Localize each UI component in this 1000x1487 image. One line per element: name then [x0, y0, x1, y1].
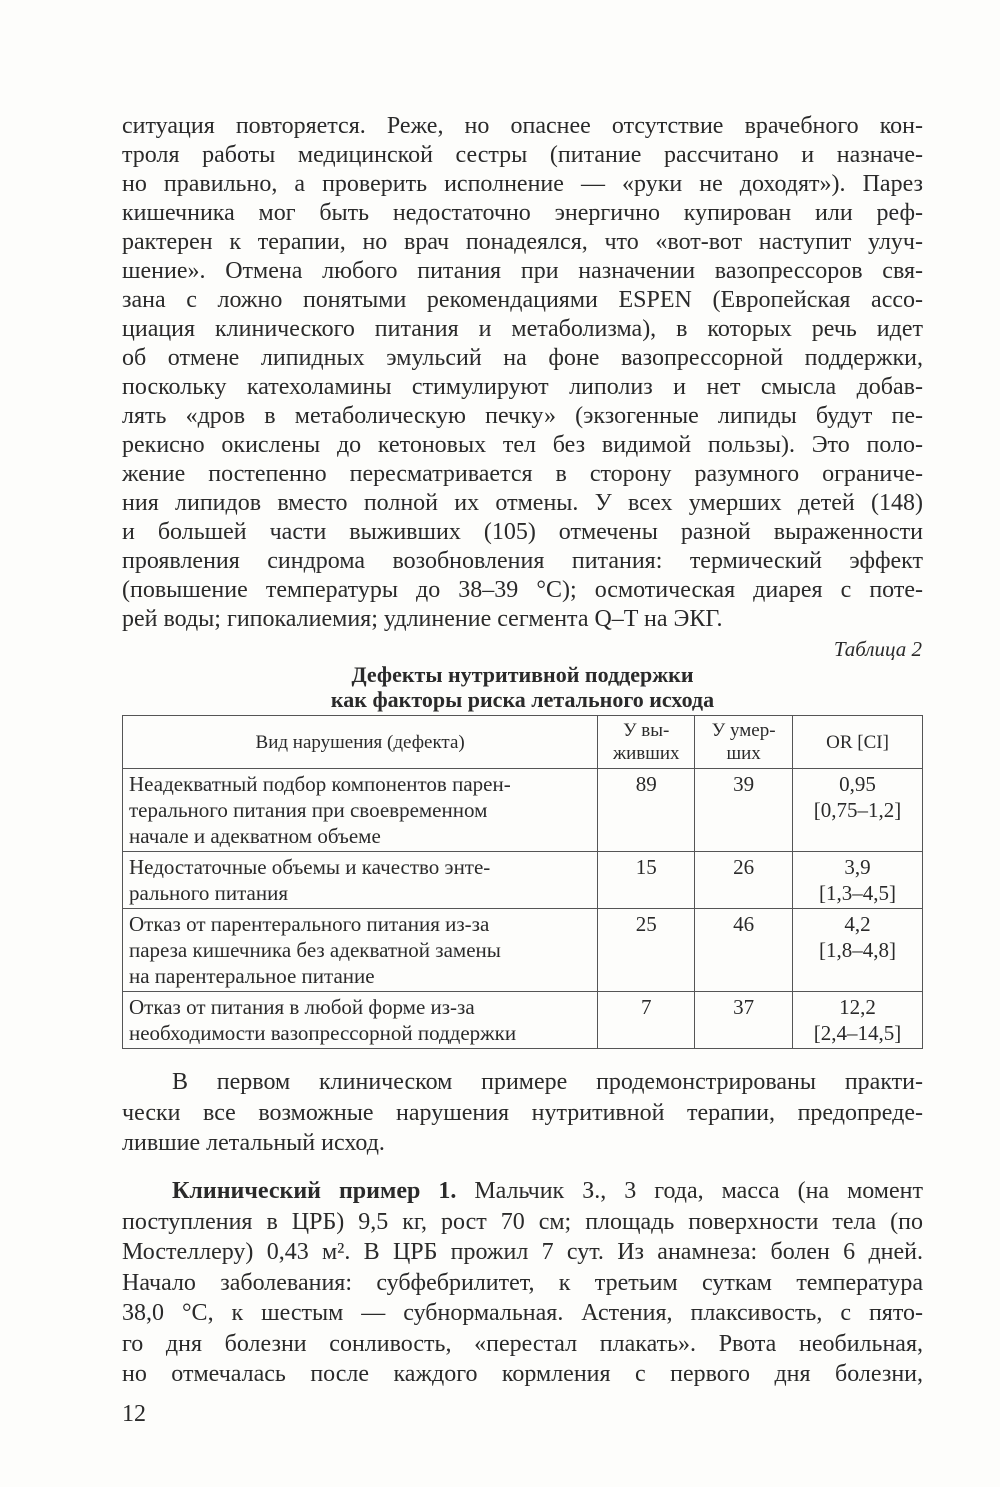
paragraph-1: ситуация повторяется. Реже, но опаснее о…: [122, 112, 923, 634]
cell-or: 4,2 [1,8–4,8]: [792, 908, 923, 992]
text-line: го дня болезни сонливость, «перестал пла…: [122, 1330, 923, 1357]
cell-line: терального питания при своевременном: [129, 798, 488, 822]
ci-value: [1,8–4,8]: [819, 938, 897, 962]
cell-line: Недостаточные объемы и качество энте-: [129, 855, 491, 879]
text-line: ния липидов вместо полной их отмены. У в…: [122, 490, 923, 516]
text-line: Начало заболевания: субфебрилитет, к тре…: [122, 1269, 923, 1296]
paragraph-2: В первом клиническом примере продемонстр…: [122, 1067, 923, 1159]
text-line: и большей части выживших (105) отмечены …: [122, 519, 923, 545]
page-number: 12: [122, 1401, 146, 1427]
text-line: 38,0 °С, к шестым — субнормальная. Астен…: [122, 1300, 923, 1326]
text-line: ситуация повторяется. Реже, но опаснее о…: [122, 113, 923, 139]
table-title-line: Дефекты нутритивной поддержки: [351, 662, 694, 687]
text-line: но правильно, а проверить исполнение — «…: [122, 171, 923, 197]
cell-line: рального питания: [129, 881, 289, 905]
table-row: Отказ от питания в любой форме из-за необ…: [121, 991, 923, 1049]
text-line: троля работы медицинской сестры (питание…: [122, 142, 923, 168]
ci-value: [0,75–1,2]: [813, 798, 902, 822]
cell-died: 39: [694, 768, 794, 852]
text-line: поскольку катехоламины стимулируют липол…: [122, 374, 923, 400]
cell-or: 0,95 [0,75–1,2]: [792, 768, 923, 852]
or-value: 3,9: [844, 855, 871, 879]
text-line: жение постепенно пересматривается в стор…: [122, 461, 923, 487]
header-survived: У вы-живших: [597, 715, 696, 769]
text-line: но отмечалась после каждого кормления с …: [122, 1361, 923, 1387]
table-row: Неадекватный подбор компонентов парен-те…: [121, 768, 923, 852]
header-or: OR [CI]: [792, 715, 923, 769]
data-table: Вид нарушения (дефекта) У вы-живших У ум…: [121, 715, 923, 1049]
cell-defect: Недостаточные объемы и качество энте-рал…: [121, 851, 599, 909]
cell-or: 3,9 [1,3–4,5]: [792, 851, 923, 909]
text-line: лившие летальный исход.: [122, 1130, 385, 1156]
cell-survived: 89: [597, 768, 696, 852]
cell-line: начале и адекватном объеме: [129, 824, 381, 848]
text-run: Мальчик З., 3 года, масса (на момент: [456, 1178, 923, 1204]
cell-survived: 7: [597, 991, 696, 1049]
table-caption: Таблица 2: [833, 637, 922, 661]
header-died: У умер-ших: [694, 715, 794, 769]
cell-line: Отказ от питания в любой форме из-за: [129, 995, 475, 1019]
header-text: ших: [726, 743, 761, 764]
text-line: Клинический пример 1. Мальчик З., 3 года…: [122, 1176, 923, 1207]
text-line: циация клинического питания и метаболизм…: [122, 316, 923, 342]
cell-survived: 25: [597, 908, 696, 992]
text-line: Мостеллеру) 0,43 м². В ЦРБ прожил 7 сут.…: [122, 1239, 923, 1265]
cell-defect: Отказ от парентерального питания из-за па…: [121, 908, 599, 992]
ci-value: [1,3–4,5]: [819, 881, 897, 905]
clinical-example-heading: Клинический пример 1.: [172, 1178, 457, 1204]
cell-died: 37: [694, 991, 794, 1049]
text-line: чески все возможные нарушения нутритивно…: [122, 1099, 923, 1126]
text-line: поступления в ЦРБ) 9,5 кг, рост 70 см; п…: [122, 1208, 923, 1235]
text-line: лять «дров в метаболическую печку» (экзо…: [122, 403, 923, 429]
text-line: шение». Отмена любого питания при назнач…: [122, 258, 923, 284]
text-line: зана с ложно понятыми рекомендациями ESP…: [122, 287, 923, 313]
text-line: кишечника мог быть недостаточно энергичн…: [122, 200, 923, 226]
cell-line: Неадекватный подбор компонентов парен-: [129, 772, 511, 796]
or-value: 0,95: [839, 772, 876, 796]
text-line: (повышение температуры до 38–39 °С); осм…: [122, 577, 923, 603]
cell-or: 12,2 [2,4–14,5]: [792, 991, 923, 1049]
cell-defect: Неадекватный подбор компонентов парен-те…: [121, 768, 599, 852]
cell-defect: Отказ от питания в любой форме из-за необ…: [121, 991, 599, 1049]
text-line: рекисно окислены до кетоновых тел без ви…: [122, 432, 923, 458]
table-title: Дефекты нутритивной поддержки как фактор…: [122, 662, 923, 712]
table-header-row: Вид нарушения (дефекта) У вы-живших У ум…: [121, 715, 923, 769]
cell-died: 26: [694, 851, 794, 909]
table-row: Недостаточные объемы и качество энте-рал…: [121, 851, 923, 909]
header-defect: Вид нарушения (дефекта): [121, 715, 599, 769]
text-line: рактерен к терапии, но врач понадеялся, …: [122, 229, 923, 255]
text-line: В первом клиническом примере продемонстр…: [172, 1069, 923, 1095]
text-line: об отмене липидных эмульсий на фоне вазо…: [122, 345, 923, 371]
ci-value: [2,4–14,5]: [813, 1021, 902, 1045]
or-value: 12,2: [839, 995, 876, 1019]
or-value: 4,2: [844, 912, 871, 936]
cell-line: на парентеральное питание: [129, 964, 375, 988]
cell-line: необходимости вазопрессорной поддержки: [129, 1021, 517, 1045]
text-line: проявления синдрома возобновления питани…: [122, 548, 923, 574]
cell-died: 46: [694, 908, 794, 992]
cell-survived: 15: [597, 851, 696, 909]
table-row: Отказ от парентерального питания из-за па…: [121, 908, 923, 992]
cell-line: Отказ от парентерального питания из-за: [129, 912, 490, 936]
cell-line: пареза кишечника без адекватной замены: [129, 938, 501, 962]
header-text: У умер-: [711, 720, 776, 741]
paragraph-3: Клинический пример 1. Мальчик З., 3 года…: [122, 1176, 923, 1390]
table-title-line: как факторы риска летального исхода: [330, 687, 715, 712]
header-text: живших: [612, 743, 680, 764]
header-text: У вы-: [623, 720, 670, 741]
text-line: рей воды; гипокалиемия; удлинение сегмен…: [122, 606, 723, 632]
